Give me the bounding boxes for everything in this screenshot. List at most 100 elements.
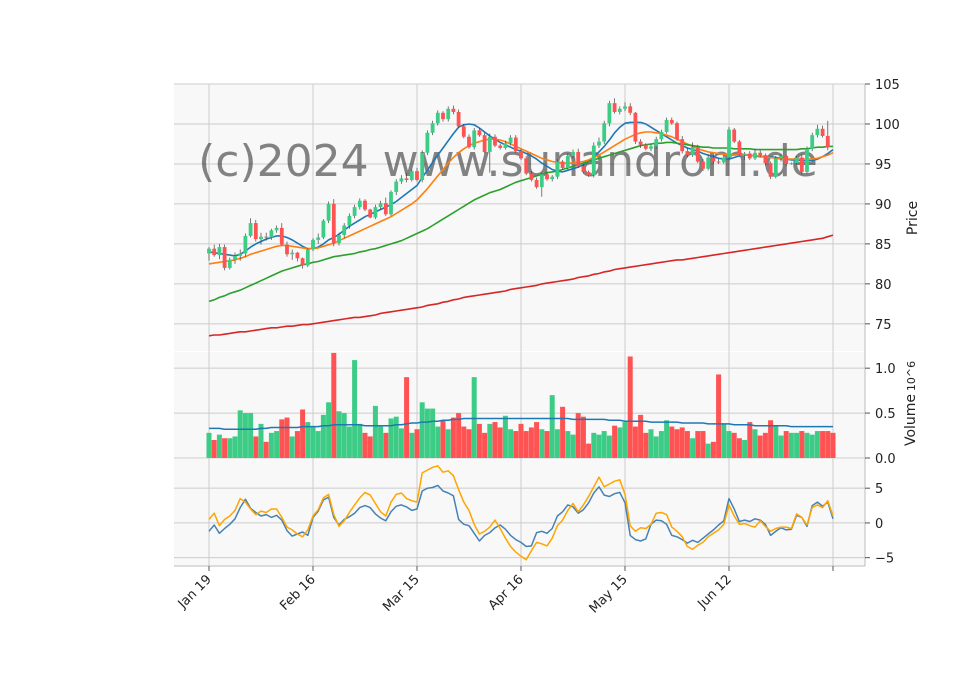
volume-bar	[757, 435, 763, 458]
candle-body	[212, 248, 217, 256]
volume-bar	[674, 429, 680, 458]
price-y-tick-label: 75	[875, 318, 892, 333]
candle-body	[638, 141, 643, 145]
candle-body	[711, 157, 716, 162]
candle-body	[461, 126, 466, 137]
price-y-tick-label: 100	[875, 118, 900, 133]
candle-body	[675, 123, 679, 140]
volume-bar	[570, 434, 576, 458]
volume-bar	[274, 431, 280, 458]
candle-body	[482, 135, 487, 152]
volume-bar	[482, 432, 488, 458]
volume-bar	[554, 429, 560, 458]
volume-bar	[586, 443, 592, 458]
candle-body	[326, 203, 331, 221]
volume-bar	[367, 436, 373, 458]
volume-bar	[294, 431, 300, 458]
volume-bar	[435, 426, 441, 458]
x-tick-label: May 15	[587, 572, 631, 616]
candle-body	[513, 137, 518, 152]
candle-body	[690, 147, 695, 156]
volume-bar	[612, 425, 618, 458]
volume-bar	[560, 406, 566, 458]
candle-body	[810, 135, 815, 149]
candle-body	[305, 249, 310, 266]
candle-body	[238, 253, 243, 256]
candle-body	[300, 258, 305, 266]
oscillator-panel	[208, 465, 834, 561]
volume-bar	[752, 429, 758, 458]
candle-body	[409, 171, 414, 180]
volume-panel	[206, 352, 836, 458]
candle-body	[742, 153, 747, 156]
volume-bar	[450, 417, 456, 458]
volume-bar	[742, 440, 748, 458]
volume-bar	[409, 432, 415, 458]
candle-body	[435, 112, 440, 124]
candle-body	[243, 235, 248, 254]
volume-bar	[700, 431, 706, 458]
candle-body	[342, 225, 347, 236]
candle-body	[602, 123, 607, 142]
candle-body	[519, 151, 523, 159]
candle-body	[685, 151, 690, 156]
volume-bar	[638, 414, 644, 458]
candle-body	[274, 227, 279, 231]
candle-body	[706, 157, 711, 169]
volume-bar	[523, 431, 529, 458]
volume-bar	[794, 432, 800, 458]
candle-body	[430, 123, 435, 133]
candle-body	[732, 129, 737, 142]
candle-body	[586, 171, 591, 176]
volume-bar	[487, 423, 493, 458]
volume-bar	[716, 374, 722, 458]
candle-body	[394, 181, 399, 192]
volume-bar	[695, 431, 701, 458]
x-tick-label: Jun 12	[695, 572, 735, 612]
volume-bar	[534, 422, 540, 458]
volume-bar	[658, 431, 664, 458]
volume-bar	[336, 411, 342, 458]
candle-body	[420, 152, 425, 180]
volume-bar	[461, 426, 467, 458]
candle-body	[680, 139, 685, 152]
volume-bar	[726, 431, 732, 458]
volume-bar	[258, 423, 264, 458]
volume-bar	[331, 352, 337, 458]
volume-bar	[596, 434, 602, 458]
volume-bar	[721, 423, 727, 458]
candle-body	[446, 108, 451, 120]
volume-bar	[341, 413, 347, 458]
candle-body	[363, 200, 367, 210]
volume-bar	[242, 413, 248, 458]
candle-body	[477, 130, 482, 136]
volume-bar	[820, 431, 826, 458]
volume-bar	[606, 435, 612, 458]
volume-bar	[679, 427, 685, 458]
volume-bar	[248, 413, 254, 458]
volume-bar	[830, 432, 836, 458]
price-panel	[207, 98, 834, 337]
volume-bar	[492, 422, 498, 458]
candle-body	[617, 108, 622, 112]
candle-body	[248, 223, 253, 236]
x-tick-label: Jan 19	[175, 572, 215, 612]
candle-body	[825, 135, 830, 148]
volume-bar	[476, 423, 482, 458]
volume-bar	[544, 431, 550, 458]
volume-bar	[747, 422, 753, 458]
candle-body	[794, 157, 799, 164]
candle-body	[233, 255, 237, 260]
volume-bar	[513, 431, 519, 458]
candle-body	[222, 247, 227, 268]
candle-body	[623, 106, 627, 109]
volume-bar	[263, 441, 269, 458]
volume-y-tick-label: 0.5	[875, 407, 896, 422]
candle-body	[311, 239, 315, 250]
volume-bar	[456, 413, 462, 458]
candle-body	[820, 128, 825, 136]
candle-body	[545, 174, 549, 180]
volume-bar	[565, 431, 571, 458]
volume-bar	[539, 429, 545, 458]
